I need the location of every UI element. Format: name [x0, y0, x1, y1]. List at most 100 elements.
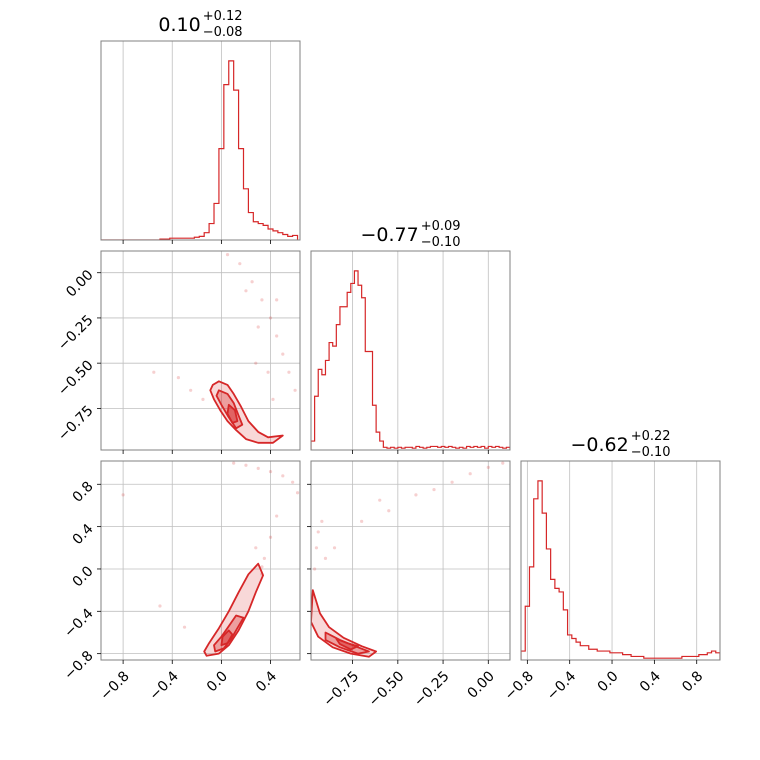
- title-value: −0.77: [360, 224, 418, 246]
- sample-point: [275, 334, 279, 338]
- sample-point: [250, 280, 254, 284]
- x-tick-label: −0.4: [147, 668, 182, 703]
- y-tick-label: 0.0: [70, 563, 97, 590]
- y-tick-label: 0.8: [70, 479, 97, 506]
- panel-frame: [310, 250, 511, 451]
- sample-point: [268, 469, 273, 474]
- histogram-step-line: [521, 480, 720, 660]
- sample-point: [152, 370, 156, 374]
- title-minus-error: −0.10: [421, 235, 461, 250]
- title-value: −0.62: [570, 434, 628, 456]
- panel-frame: [100, 460, 301, 661]
- sample-point: [320, 519, 324, 523]
- title-plus-error: +0.09: [421, 219, 461, 234]
- histogram-step-line: [311, 270, 510, 450]
- sample-point: [281, 474, 285, 478]
- sample-point: [287, 370, 291, 374]
- sample-point: [450, 480, 454, 484]
- sample-point: [254, 361, 258, 365]
- x-tick-label: 0.4: [637, 668, 664, 695]
- diagonal-title: −0.77 +0.09−0.10: [360, 219, 460, 250]
- sample-point: [189, 388, 193, 392]
- sample-point: [256, 325, 260, 329]
- histogram-panel: [521, 480, 720, 660]
- sample-point: [260, 565, 264, 569]
- diagonal-title: 0.10 +0.12−0.08: [158, 9, 242, 40]
- sample-point: [360, 519, 364, 523]
- sample-point: [238, 262, 242, 266]
- sample-point: [260, 298, 264, 302]
- title-value: 0.10: [158, 14, 200, 36]
- x-tick-label: 0.4: [253, 668, 280, 695]
- histogram-step-line: [101, 60, 299, 240]
- y-tick-label: −0.25: [55, 312, 97, 354]
- frames-layer: [100, 40, 721, 661]
- x-tick-label: 0.0: [595, 668, 622, 695]
- sample-point: [121, 493, 125, 497]
- x-tick-label: −0.25: [411, 668, 453, 710]
- panel-frame: [310, 460, 511, 661]
- sample-point: [122, 244, 125, 247]
- sample-point: [244, 463, 248, 467]
- x-tick-label: −0.75: [321, 668, 363, 710]
- sample-point: [254, 546, 258, 550]
- y-tick-label: 0.4: [70, 521, 97, 548]
- title-minus-error: −0.10: [631, 445, 671, 460]
- contour-core: [226, 403, 239, 424]
- sample-point: [293, 388, 297, 392]
- sample-point: [158, 604, 162, 608]
- panel-frame: [520, 460, 721, 661]
- sample-point: [295, 491, 300, 495]
- diagonal-title: −0.62 +0.22−0.10: [570, 429, 670, 460]
- sample-point: [271, 397, 275, 401]
- sample-point: [275, 298, 279, 302]
- sample-point: [176, 376, 180, 380]
- sample-point: [244, 289, 248, 293]
- histogram-panel: [311, 270, 510, 450]
- panel-frame: [100, 250, 301, 451]
- sample-point: [468, 472, 472, 476]
- sample-point: [323, 556, 328, 560]
- sample-point: [501, 461, 505, 465]
- sample-point: [182, 625, 187, 629]
- title-plus-error: +0.12: [203, 9, 243, 24]
- contour-core: [335, 637, 359, 651]
- histogram-panel: [101, 60, 299, 240]
- sample-point: [432, 487, 436, 492]
- x-tick-label: −0.8: [97, 668, 132, 703]
- sample-point: [281, 352, 285, 356]
- sample-point: [232, 461, 236, 465]
- x-tick-label: 0.00: [465, 668, 498, 701]
- sample-point: [378, 498, 382, 502]
- sample-point: [268, 316, 273, 320]
- sample-point: [275, 514, 279, 518]
- contour-core: [220, 629, 234, 647]
- sample-point: [225, 253, 230, 257]
- sample-point: [313, 567, 317, 571]
- sample-point: [262, 556, 266, 560]
- grid-layer: [101, 41, 698, 660]
- sample-point: [266, 370, 270, 374]
- sample-point: [314, 546, 319, 550]
- x-tick-label: 0.0: [204, 668, 231, 695]
- sample-point: [486, 465, 490, 469]
- y-tick-label: −0.8: [61, 648, 96, 683]
- sample-point: [268, 535, 273, 539]
- titles-layer: 0.10 +0.12−0.08−0.77 +0.09−0.10−0.62 +0.22−…: [158, 9, 670, 460]
- sample-point: [332, 546, 337, 550]
- y-tick-label: −0.4: [61, 606, 96, 641]
- contour-panel: [121, 461, 300, 657]
- title-plus-error: +0.22: [631, 429, 671, 444]
- x-tick-label: 0.8: [679, 668, 706, 695]
- title-minus-error: −0.08: [203, 25, 243, 40]
- panel-frame: [100, 40, 301, 241]
- ticks-layer: −0.75−0.50−0.250.00−0.8 −0.4 0.0 0.4−0.8−0.…: [55, 240, 706, 710]
- sample-point: [256, 466, 260, 471]
- data-layer: [101, 60, 720, 660]
- contour-panel: [311, 461, 505, 658]
- y-tick-label: 0.00: [63, 267, 96, 300]
- sample-point: [414, 493, 418, 497]
- sample-point: [387, 509, 391, 513]
- y-tick-label: −0.75: [55, 403, 97, 445]
